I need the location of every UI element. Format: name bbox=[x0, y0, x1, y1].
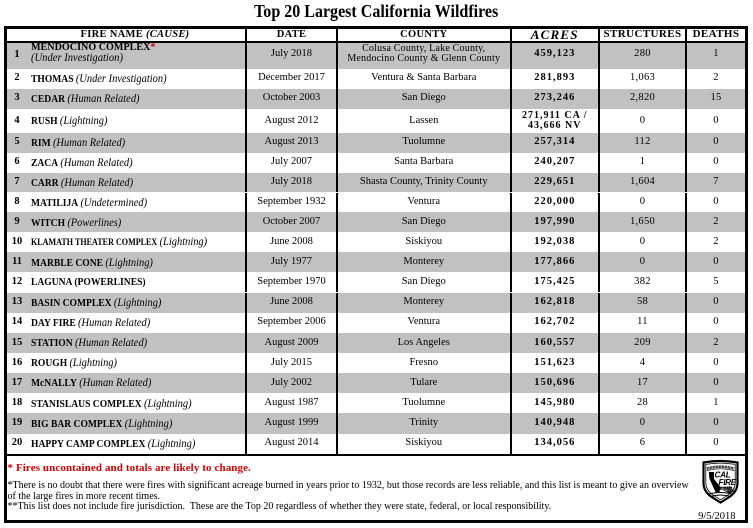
svg-text:CAL: CAL bbox=[715, 471, 731, 480]
svg-text:SINCE 1885: SINCE 1885 bbox=[721, 488, 734, 490]
svg-text:FIRE: FIRE bbox=[719, 478, 737, 487]
